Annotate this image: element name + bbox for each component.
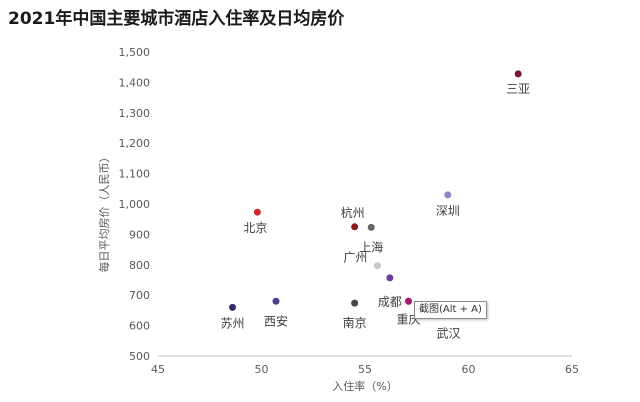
data-label: 成都: [378, 295, 402, 309]
y-tick-label: 500: [129, 350, 150, 363]
chart-title: 2021年中国主要城市酒店入住率及日均房价: [8, 9, 345, 29]
data-point: [386, 274, 394, 282]
data-point: [444, 191, 452, 199]
y-tick-label: 700: [129, 289, 150, 302]
data-label: 西安: [264, 313, 288, 328]
y-tick-label: 1,100: [119, 168, 151, 181]
data-point: [351, 299, 359, 307]
x-tick-label: 55: [358, 363, 372, 376]
screenshot-tooltip: 截图(Alt + A): [414, 301, 487, 319]
data-point: [404, 297, 412, 305]
y-axis-title: 每日平均房价（人民币）: [97, 152, 111, 273]
x-tick-label: 45: [151, 363, 165, 376]
x-axis-title: 入住率（%）: [332, 379, 397, 393]
data-point: [373, 262, 381, 270]
data-label: 武汉: [436, 326, 460, 340]
x-tick-label: 50: [255, 363, 269, 376]
data-label: 深圳: [436, 204, 460, 218]
y-tick-label: 900: [129, 228, 150, 241]
data-label: 杭州: [341, 205, 365, 220]
data-label: 苏州: [221, 316, 245, 330]
y-tick-label: 800: [129, 259, 150, 272]
data-point: [351, 223, 359, 231]
y-tick-label: 1,200: [119, 137, 151, 150]
data-label: 南京: [343, 315, 367, 330]
y-tick-label: 1,500: [119, 46, 151, 59]
data-label: 北京: [243, 221, 267, 235]
data-point: [514, 70, 522, 78]
data-point: [253, 208, 261, 216]
data-points: [229, 70, 522, 311]
data-label: 三亚: [506, 82, 530, 96]
data-point: [367, 223, 375, 231]
data-point: [229, 303, 237, 311]
tick-labels: 45 50 55 60 65 500 600 700 800 900 1,000 1,100 1,200…: [119, 46, 580, 376]
x-tick-label: 60: [462, 363, 476, 376]
data-label: 广州: [343, 251, 367, 265]
y-tick-label: 1,400: [119, 76, 151, 89]
y-tick-label: 600: [129, 320, 150, 333]
y-tick-label: 1,300: [119, 107, 151, 120]
data-point: [272, 297, 280, 305]
data-label: 上海: [359, 239, 383, 254]
x-tick-label: 65: [565, 363, 579, 376]
y-tick-label: 1,000: [119, 198, 151, 211]
